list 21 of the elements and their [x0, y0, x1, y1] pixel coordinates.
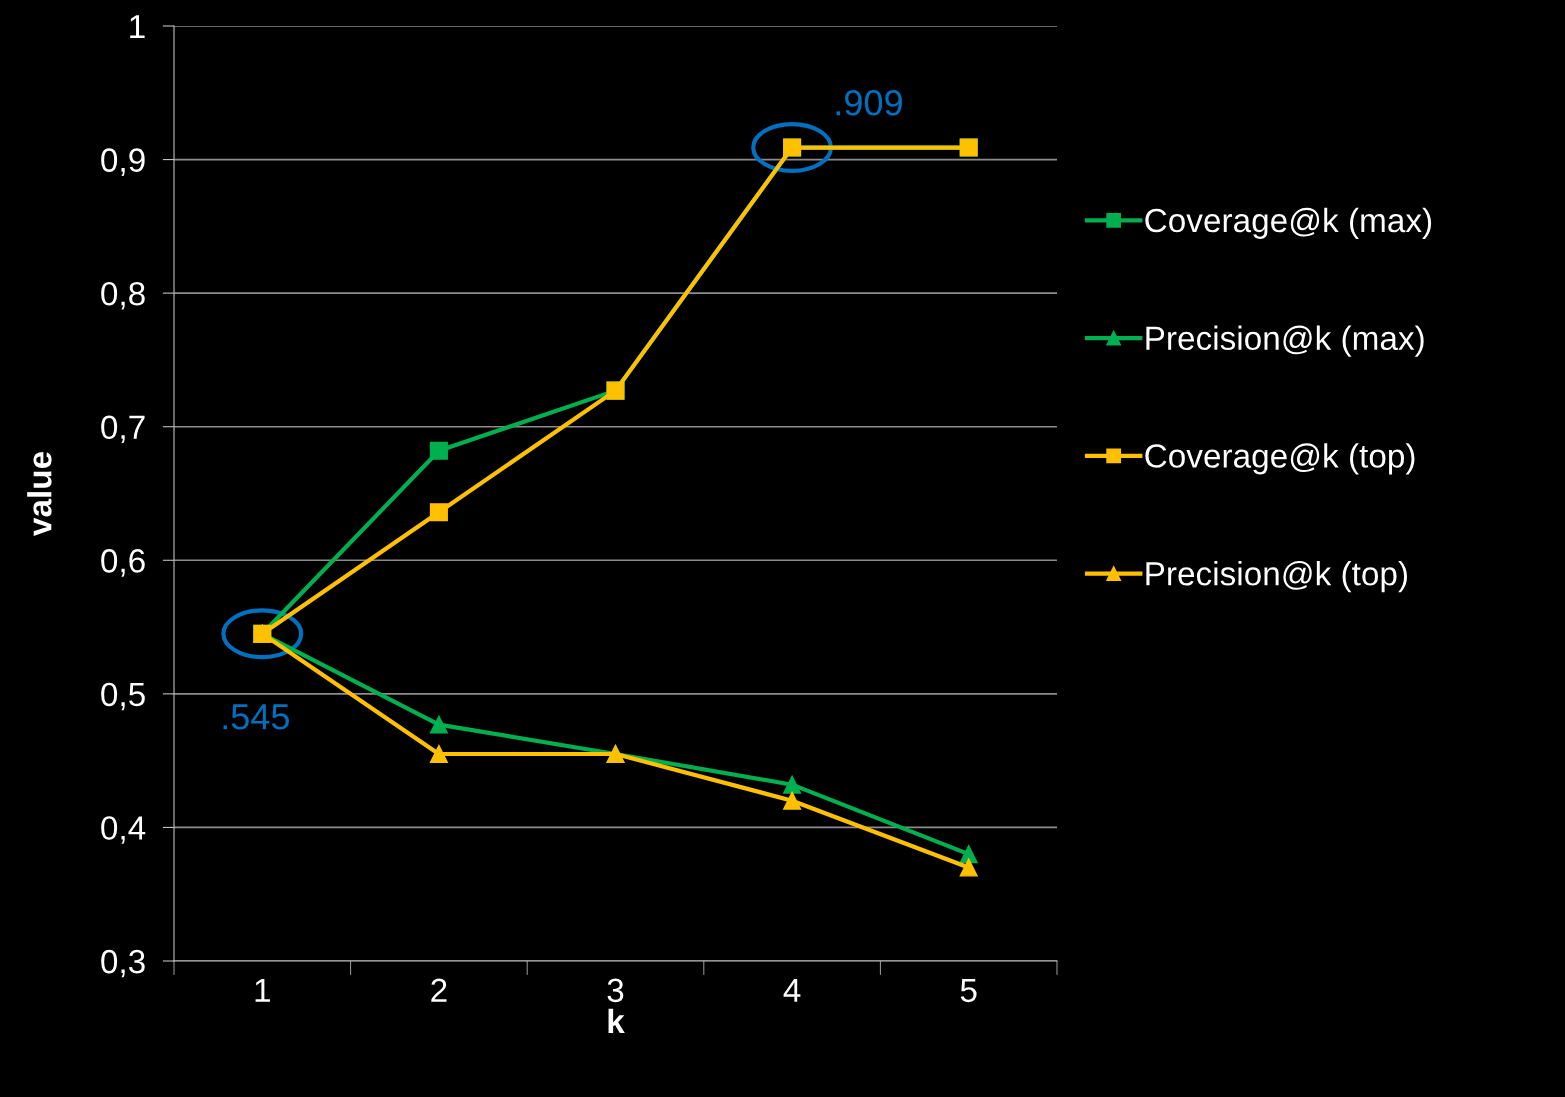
y-tick-label: 0,8 [101, 281, 145, 310]
annotation: .909 [836, 90, 902, 116]
legend-label: Precision@k (top) [1146, 561, 1407, 593]
y-tick-label: 0,9 [101, 148, 145, 176]
annotation: .545 [223, 704, 289, 730]
x-tick-label: 2 [431, 978, 447, 1002]
legend-label: Coverage@k (max) [1145, 207, 1432, 239]
y-tick-label: 0,6 [101, 549, 145, 577]
x-tick-label: 4 [783, 978, 801, 1002]
x-tick-label: 1 [255, 978, 270, 1002]
x-tick-label: 5 [960, 978, 977, 1003]
y-tick-label: 0,4 [101, 816, 146, 844]
x-tick-label: 3 [607, 978, 624, 1003]
y-tick-label: 1 [130, 15, 145, 39]
y-tick-label: 0,3 [101, 949, 145, 978]
y-axis-title: value [27, 452, 52, 536]
x-axis-title: k [608, 1008, 625, 1033]
y-tick-label: 0,5 [101, 682, 145, 711]
y-tick-label: 0,7 [101, 415, 145, 444]
legend-label: Coverage@k (top) [1145, 443, 1415, 475]
legend-label: Precision@k (max) [1146, 325, 1424, 357]
